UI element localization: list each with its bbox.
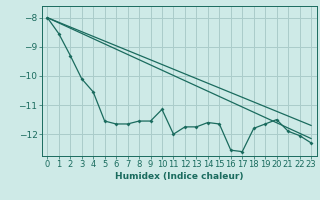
X-axis label: Humidex (Indice chaleur): Humidex (Indice chaleur) — [115, 172, 244, 181]
